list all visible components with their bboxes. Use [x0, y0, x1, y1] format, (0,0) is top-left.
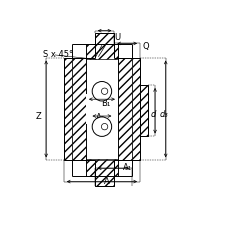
Text: A₂: A₂ — [95, 113, 104, 122]
Bar — [139, 86, 147, 137]
Text: d₃: d₃ — [159, 109, 168, 118]
Bar — [64, 58, 71, 161]
Bar — [86, 45, 117, 60]
Bar — [117, 58, 131, 161]
Circle shape — [92, 117, 111, 137]
Circle shape — [101, 124, 107, 130]
Text: U: U — [113, 33, 120, 42]
Text: B₁: B₁ — [100, 99, 110, 108]
Bar — [94, 161, 114, 186]
Text: Z: Z — [35, 111, 41, 120]
Bar — [94, 34, 114, 58]
Text: A₁: A₁ — [123, 162, 132, 171]
Text: A: A — [104, 176, 110, 185]
Text: S x 45°: S x 45° — [42, 49, 72, 58]
Bar — [131, 58, 139, 161]
Text: d: d — [150, 109, 155, 118]
Bar — [86, 95, 117, 125]
Bar — [86, 159, 117, 177]
Circle shape — [101, 89, 107, 95]
Text: Q: Q — [142, 41, 149, 50]
Circle shape — [92, 82, 111, 101]
Bar — [71, 58, 86, 161]
